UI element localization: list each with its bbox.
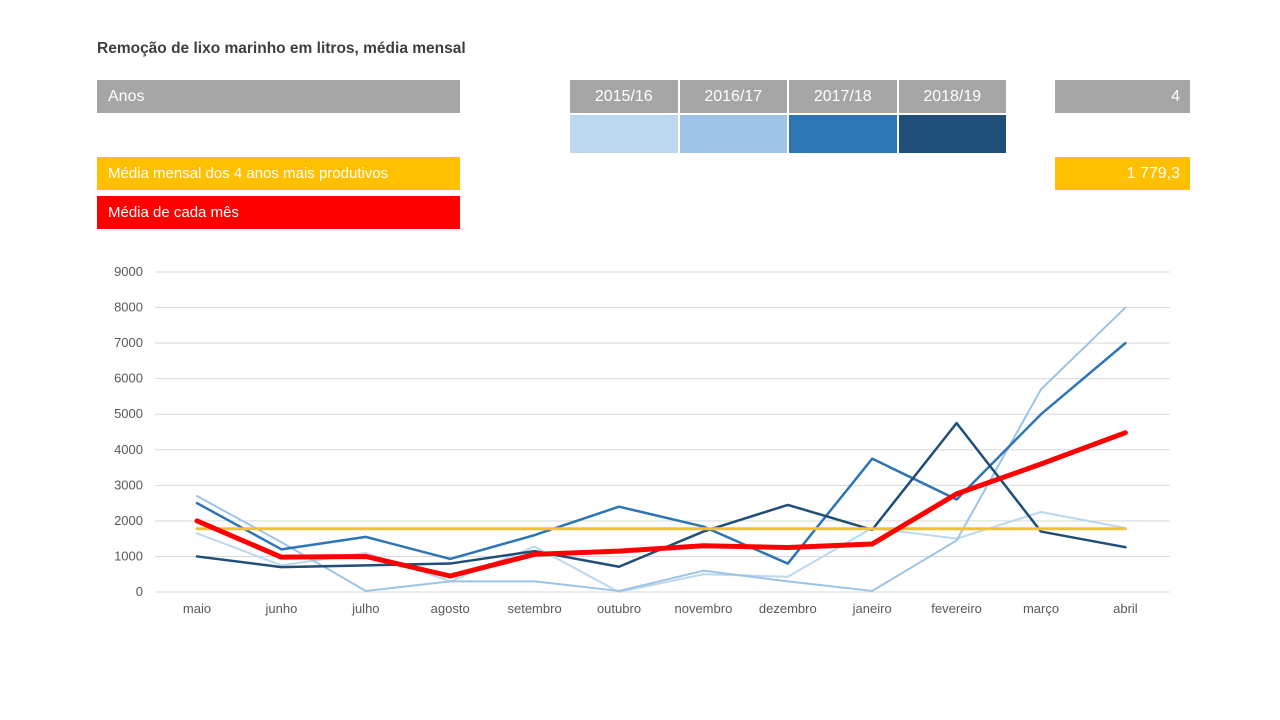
x-axis-label: abril xyxy=(1113,601,1138,616)
y-axis-label: 9000 xyxy=(114,264,143,279)
slicer-item-2017-18[interactable]: 2017/18 xyxy=(789,80,897,113)
selected-years-count: 4 xyxy=(1055,80,1190,113)
y-axis-label: 3000 xyxy=(114,477,143,492)
slicer-item-2016-17[interactable]: 2016/17 xyxy=(679,80,787,113)
slicer-item-2018-19[interactable]: 2018/19 xyxy=(898,80,1006,113)
y-axis-label: 2000 xyxy=(114,513,143,528)
slicer-header-anos: Anos xyxy=(97,80,460,113)
slicer-item-2015-16[interactable]: 2015/16 xyxy=(570,80,678,113)
swatch-2016-17[interactable] xyxy=(679,115,787,153)
y-axis-label: 7000 xyxy=(114,335,143,350)
y-axis-label: 6000 xyxy=(114,371,143,386)
x-axis-label: julho xyxy=(351,601,379,616)
series-line-2017/18 xyxy=(195,341,1127,565)
swatch-2015-16[interactable] xyxy=(570,115,678,153)
page-title: Remoção de lixo marinho em litros, média… xyxy=(97,40,466,57)
y-axis-label: 5000 xyxy=(114,406,143,421)
swatch-2017-18[interactable] xyxy=(789,115,897,153)
x-axis-label: novembro xyxy=(674,601,732,616)
y-axis-label: 8000 xyxy=(114,300,143,315)
legend-monthly-average: Média de cada mês xyxy=(97,196,460,229)
slicer-header-label: Anos xyxy=(108,88,145,105)
year-slicer: 2015/16 2016/17 2017/18 2018/19 xyxy=(570,80,1006,113)
y-axis-label: 1000 xyxy=(114,548,143,563)
x-axis-label: setembro xyxy=(507,601,561,616)
x-axis-label: dezembro xyxy=(759,601,817,616)
x-axis-label: fevereiro xyxy=(931,601,982,616)
avg4-value-card: 1 779,3 xyxy=(1055,157,1190,190)
x-axis-label: maio xyxy=(183,601,211,616)
x-axis-label: janeiro xyxy=(852,601,892,616)
legend-avg4-productive-years: Média mensal dos 4 anos mais produtivos xyxy=(97,157,460,190)
x-axis-label: outubro xyxy=(597,601,641,616)
year-color-swatches xyxy=(570,115,1006,153)
x-axis-label: março xyxy=(1023,601,1059,616)
line-chart: 0 1000 2000 3000 4000 5000 6000 7000 8000 9000 mai… xyxy=(114,264,1170,616)
series-line-2018/19 xyxy=(195,421,1127,569)
swatch-2018-19[interactable] xyxy=(898,115,1006,153)
series-line-2016/17 xyxy=(196,306,1127,592)
x-axis-label: junho xyxy=(264,601,297,616)
y-axis-label: 4000 xyxy=(114,442,143,457)
x-axis-label: agosto xyxy=(431,601,470,616)
series-line-Média de cada mês xyxy=(194,430,1128,579)
y-axis-label: 0 xyxy=(136,584,143,599)
